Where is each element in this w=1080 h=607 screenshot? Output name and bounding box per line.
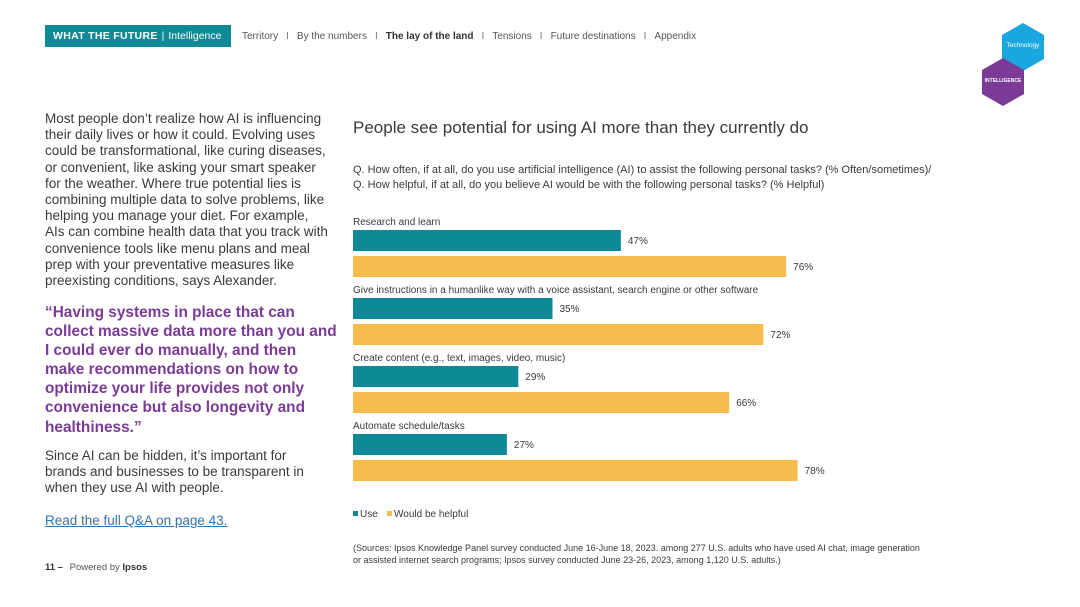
data-label: 29% xyxy=(525,372,545,383)
nav-item-the-lay-of-the-land[interactable]: The lay of the land xyxy=(385,31,474,42)
nav-divider: I xyxy=(643,31,647,42)
brand-banner: WHAT THE FUTURE | Intelligence xyxy=(45,25,231,47)
nav-item-appendix[interactable]: Appendix xyxy=(654,31,697,42)
category-label: Give instructions in a humanlike way wit… xyxy=(353,285,759,296)
nav-item-territory[interactable]: Territory xyxy=(242,31,279,42)
legend-swatch xyxy=(353,511,358,516)
bar-would-be-helpful xyxy=(353,256,787,277)
bar-would-be-helpful xyxy=(353,324,764,345)
ipsos-brand: Ipsos xyxy=(122,562,148,573)
bar-chart: Research and learn 47% 76% Give instruction… xyxy=(353,217,825,520)
nav-item-tensions[interactable]: Tensions xyxy=(492,31,532,42)
category-label: Research and learn xyxy=(353,217,440,228)
bar-use xyxy=(353,230,621,251)
nav-item-future-destinations[interactable]: Future destinations xyxy=(550,31,636,42)
hexagon-icon xyxy=(1002,23,1044,71)
data-label: 76% xyxy=(793,262,813,273)
data-label: 35% xyxy=(560,304,580,315)
page-number: 11 – xyxy=(45,562,63,573)
chart-title: People see potential for using AI more t… xyxy=(353,118,809,137)
nav-divider: I xyxy=(481,31,485,42)
nav-item-by-the-numbers[interactable]: By the numbers xyxy=(296,31,367,42)
footer: 11 – Powered by Ipsos xyxy=(45,562,147,573)
bar-would-be-helpful xyxy=(353,392,730,413)
bar-use xyxy=(353,366,519,387)
intelligence-hex-badge: INTELLIGENCE xyxy=(980,57,1026,107)
top-navigation: Territory I By the numbers I The lay of the … xyxy=(242,31,696,42)
question-two: Q. How helpful, if at all, do you believ… xyxy=(353,179,825,191)
legend-label: Would be helpful xyxy=(394,509,468,520)
nav-divider: I xyxy=(539,31,543,42)
bar-use xyxy=(353,434,507,455)
data-label: 78% xyxy=(805,466,825,477)
brand-separator: | xyxy=(161,30,165,42)
hexagon-icon xyxy=(982,58,1024,106)
intro-paragraph: Most people don’t realize how AI is infl… xyxy=(45,111,328,289)
legend-label: Use xyxy=(360,509,378,520)
brand-subtitle: Intelligence xyxy=(168,30,222,42)
read-qa-link[interactable]: Read the full Q&A on page 43. xyxy=(45,513,228,528)
category-label: Create content (e.g., text, images, vide… xyxy=(353,353,565,364)
legend-swatch xyxy=(387,511,392,516)
data-label: 47% xyxy=(628,236,648,247)
data-label: 66% xyxy=(736,398,756,409)
data-label: 72% xyxy=(770,330,790,341)
sources-line-1: (Sources: Ipsos Knowledge Panel survey c… xyxy=(353,543,920,553)
nav-divider: I xyxy=(374,31,378,42)
question-one: Q. How often, if at all, do you use arti… xyxy=(353,164,932,176)
bar-use xyxy=(353,298,553,319)
sources-line-2: or assisted internet search programs; Ip… xyxy=(353,555,781,565)
closing-paragraph: Since AI can be hidden, it’s important f… xyxy=(45,448,304,496)
powered-by-label: Powered by xyxy=(69,562,120,573)
bar-would-be-helpful xyxy=(353,460,798,481)
category-label: Automate schedule/tasks xyxy=(353,421,465,432)
data-label: 27% xyxy=(514,440,534,451)
nav-divider: I xyxy=(286,31,289,42)
pull-quote: “Having systems in place that can collec… xyxy=(45,304,337,436)
technology-hex-badge: Technology xyxy=(1000,22,1046,72)
technology-hex-label: Technology xyxy=(1006,42,1040,49)
intelligence-hex-label: INTELLIGENCE xyxy=(984,78,1022,84)
sources-note: (Sources: Ipsos Knowledge Panel survey c… xyxy=(353,542,1013,566)
brand-title: WHAT THE FUTURE xyxy=(53,30,158,42)
